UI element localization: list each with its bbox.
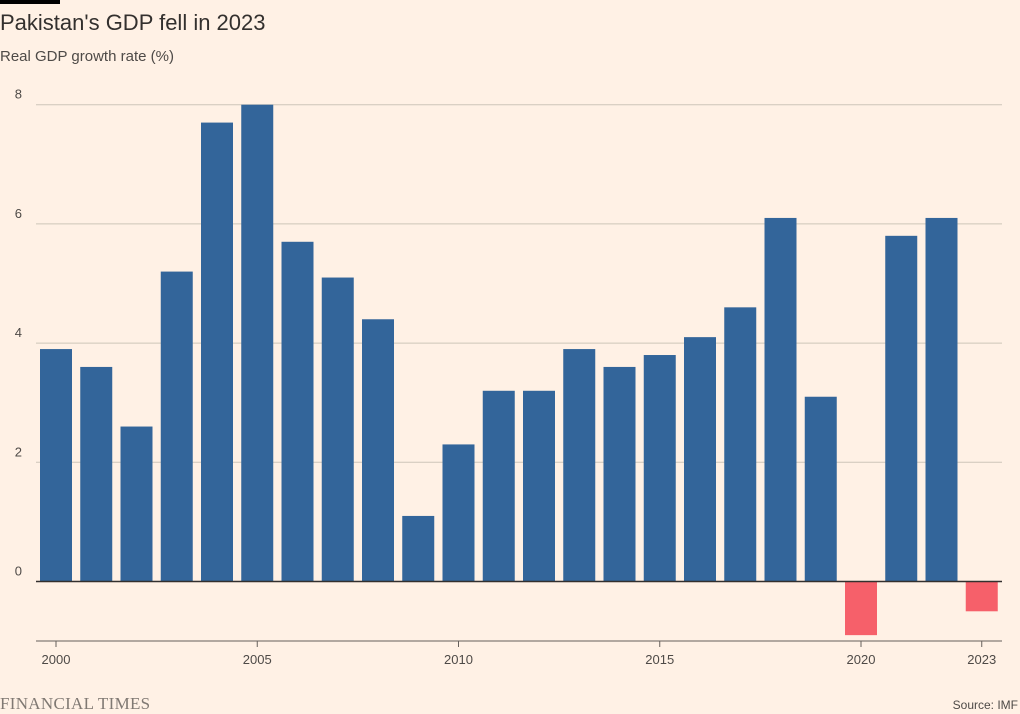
bar-2019 <box>804 396 837 582</box>
x-axis: 2000 2005 2010 2015 2020 2023 <box>36 640 1002 667</box>
bar-2011 <box>482 390 515 582</box>
bar-2008 <box>362 319 394 582</box>
bar-2003 <box>160 271 193 582</box>
y-tick-label: 4 <box>15 325 22 340</box>
bar-2017 <box>724 307 757 582</box>
bar-2002 <box>120 426 153 582</box>
financial-times-logo: FINANCIAL TIMES <box>0 694 151 713</box>
y-tick-label: 2 <box>15 444 22 459</box>
bar-2015 <box>643 355 676 582</box>
bar-2021 <box>885 235 918 582</box>
bar-2004 <box>201 122 233 582</box>
x-tick-label: 2010 <box>444 652 473 667</box>
source-note: Source: IMF <box>952 698 1018 712</box>
bar-2020 <box>845 581 877 636</box>
brand-accent-bar <box>0 0 60 4</box>
x-tick-label: 2020 <box>847 652 876 667</box>
bar-2014 <box>603 366 636 582</box>
x-tick-label: 2005 <box>243 652 272 667</box>
bar-2000 <box>40 349 72 582</box>
bar-2018 <box>764 217 797 582</box>
bar-2006 <box>281 241 314 582</box>
bar-2007 <box>321 277 354 582</box>
x-tick-label: 2023 <box>967 652 996 667</box>
y-tick-label: 0 <box>15 564 22 579</box>
y-axis-labels: 0 2 4 6 8 <box>15 87 22 579</box>
bars <box>40 104 998 636</box>
chart-subtitle: Real GDP growth rate (%) <box>0 48 174 65</box>
y-tick-label: 6 <box>15 206 22 221</box>
bar-2009 <box>402 515 435 582</box>
chart-title: Pakistan's GDP fell in 2023 <box>0 10 266 35</box>
bar-2001 <box>80 366 113 582</box>
bar-2013 <box>563 349 596 582</box>
bar-2012 <box>523 390 555 582</box>
bar-2023 <box>965 581 998 612</box>
bar-chart: 0 2 4 6 8 2000 2005 2010 2015 2020 2023 <box>15 87 1002 667</box>
gridlines <box>36 104 1002 463</box>
x-tick-label: 2000 <box>42 652 71 667</box>
x-tick-label: 2015 <box>645 652 674 667</box>
bar-2016 <box>684 337 716 582</box>
bar-2005 <box>241 104 274 582</box>
bar-2010 <box>442 444 475 582</box>
y-tick-label: 8 <box>15 87 22 102</box>
bar-2022 <box>925 217 958 582</box>
